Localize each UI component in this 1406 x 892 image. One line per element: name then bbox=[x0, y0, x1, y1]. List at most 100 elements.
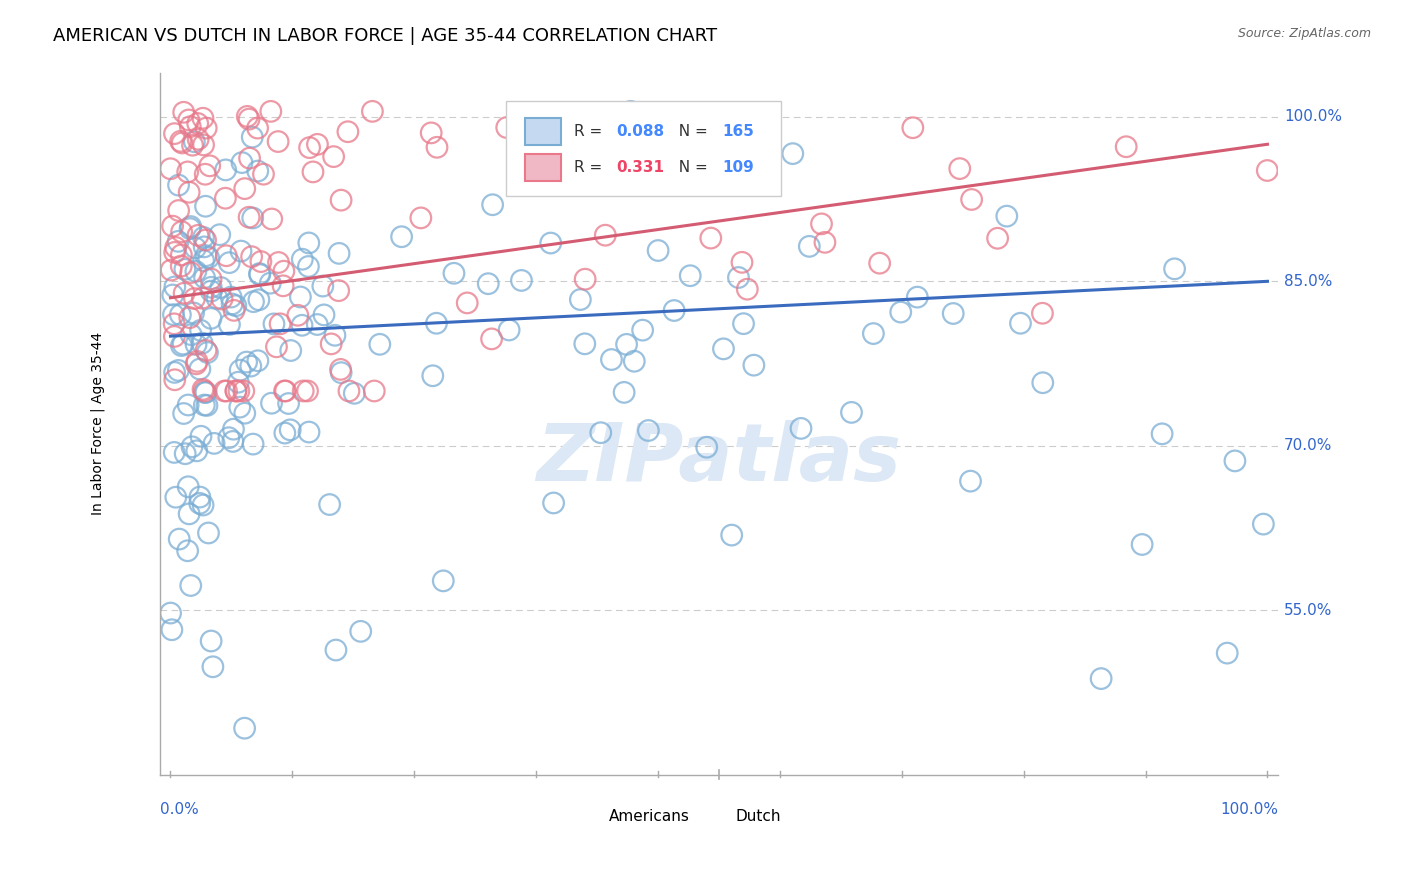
Point bbox=[363, 384, 385, 398]
Point bbox=[498, 323, 520, 337]
Point bbox=[184, 264, 207, 278]
Point bbox=[193, 398, 215, 412]
Point bbox=[277, 396, 299, 410]
Point bbox=[620, 104, 643, 119]
Point bbox=[193, 137, 215, 152]
Point bbox=[160, 263, 183, 277]
Point bbox=[194, 233, 217, 247]
Point bbox=[163, 365, 186, 379]
Point bbox=[229, 400, 252, 414]
Point bbox=[194, 270, 217, 285]
Point bbox=[193, 384, 215, 398]
Point bbox=[174, 447, 197, 461]
Text: Dutch: Dutch bbox=[735, 809, 782, 824]
Point bbox=[191, 336, 214, 351]
Point bbox=[180, 266, 202, 280]
Point bbox=[167, 178, 190, 193]
Point bbox=[391, 229, 413, 244]
Point bbox=[278, 423, 301, 437]
Point bbox=[173, 407, 195, 421]
Point bbox=[188, 490, 211, 504]
FancyBboxPatch shape bbox=[506, 101, 780, 195]
Point bbox=[727, 270, 749, 285]
Point bbox=[187, 228, 209, 243]
Point bbox=[1115, 139, 1137, 153]
Point bbox=[242, 211, 264, 225]
Text: R =: R = bbox=[574, 124, 606, 139]
Point bbox=[328, 284, 350, 298]
Point bbox=[218, 431, 240, 445]
Point bbox=[163, 317, 186, 331]
Point bbox=[679, 268, 702, 283]
FancyBboxPatch shape bbox=[526, 154, 561, 181]
Point bbox=[211, 292, 233, 306]
Point bbox=[197, 251, 219, 265]
Point bbox=[229, 363, 252, 377]
Point bbox=[949, 161, 972, 176]
Point bbox=[250, 254, 273, 268]
Point bbox=[422, 368, 444, 383]
Point bbox=[163, 373, 186, 387]
Point bbox=[782, 146, 804, 161]
Point bbox=[179, 507, 201, 521]
Point bbox=[170, 248, 193, 262]
Point bbox=[574, 272, 596, 286]
Text: N =: N = bbox=[669, 161, 713, 175]
Point bbox=[343, 386, 366, 401]
Point bbox=[1253, 517, 1275, 532]
Point bbox=[307, 137, 329, 152]
Point bbox=[790, 421, 813, 435]
Point bbox=[862, 326, 884, 341]
Point bbox=[987, 231, 1010, 245]
Point bbox=[267, 135, 290, 149]
Point bbox=[799, 239, 821, 253]
Point bbox=[186, 354, 208, 368]
Point bbox=[905, 290, 928, 304]
Point bbox=[495, 120, 517, 135]
Point bbox=[273, 264, 295, 278]
Point bbox=[163, 329, 186, 343]
Point bbox=[249, 268, 271, 282]
Point bbox=[183, 292, 205, 306]
Point bbox=[219, 290, 242, 304]
Point bbox=[173, 286, 195, 301]
Point bbox=[700, 231, 723, 245]
Point bbox=[662, 303, 685, 318]
Point bbox=[259, 276, 281, 290]
Point bbox=[330, 366, 353, 380]
Point bbox=[263, 317, 285, 331]
Point bbox=[1216, 646, 1239, 660]
Point bbox=[713, 152, 735, 166]
Point bbox=[167, 203, 190, 218]
Point bbox=[260, 396, 283, 410]
Point bbox=[1010, 316, 1032, 330]
Point bbox=[208, 227, 231, 242]
Point bbox=[291, 252, 314, 267]
Point bbox=[188, 496, 211, 510]
Text: 0.331: 0.331 bbox=[616, 161, 664, 175]
Point bbox=[247, 293, 270, 307]
Point bbox=[193, 253, 215, 268]
Point bbox=[600, 352, 623, 367]
Point bbox=[298, 425, 321, 439]
Point bbox=[481, 198, 503, 212]
Point bbox=[163, 445, 186, 459]
Point bbox=[330, 193, 353, 207]
Point bbox=[179, 186, 201, 200]
Point bbox=[200, 634, 222, 648]
Point bbox=[172, 136, 194, 150]
Point bbox=[291, 318, 314, 333]
Point bbox=[200, 284, 222, 298]
Point bbox=[193, 240, 215, 254]
Point bbox=[159, 161, 181, 176]
Text: 85.0%: 85.0% bbox=[1284, 274, 1333, 289]
Point bbox=[432, 574, 454, 588]
Point bbox=[195, 343, 218, 358]
Point bbox=[720, 528, 742, 542]
Point bbox=[222, 303, 245, 318]
Point bbox=[225, 384, 247, 398]
Point bbox=[187, 132, 209, 146]
Point bbox=[607, 155, 630, 169]
Point bbox=[238, 112, 260, 127]
Point bbox=[274, 384, 297, 398]
